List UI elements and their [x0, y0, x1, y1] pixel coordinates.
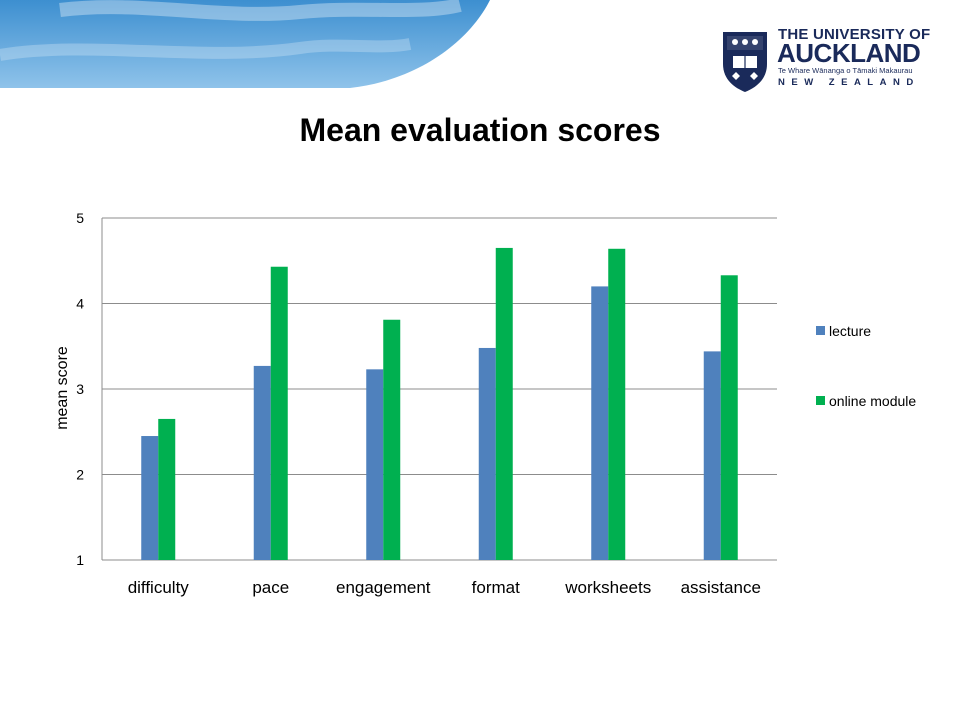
y-tick-label-1: 1 [76, 552, 84, 568]
bar-format-lecture [478, 347, 496, 560]
bar-worksheets-online-module [608, 248, 626, 560]
bar-format-online-module [495, 247, 513, 561]
bars [141, 247, 738, 561]
sky-banner [0, 0, 490, 88]
bar-engagement-lecture [366, 369, 384, 560]
y-tick-label-5: 5 [76, 210, 84, 226]
y-axis-label: mean score [54, 346, 71, 430]
chart-title: Mean evaluation scores [299, 112, 661, 148]
bar-pace-online-module [270, 266, 288, 560]
y-tick-label-3: 3 [76, 381, 84, 397]
grid-lines [101, 217, 777, 561]
y-tick-label-2: 2 [76, 467, 84, 483]
logo-text-line3: Te Whare Wānanga o Tāmaki Makaurau [778, 66, 913, 75]
x-category-labels: difficulty pace engagement format worksheets… [128, 578, 761, 597]
legend: lecture online module [816, 323, 916, 409]
university-logo: THE UNIVERSITY OF AUCKLAND Te Whare Wāna… [720, 22, 930, 92]
y-tick-label-4: 4 [76, 296, 84, 312]
bar-difficulty-lecture [141, 436, 159, 560]
x-category-label-difficulty: difficulty [128, 578, 190, 597]
x-category-label-assistance: assistance [681, 578, 761, 597]
x-category-label-pace: pace [252, 578, 289, 597]
legend-label-online-module: online module [829, 393, 916, 409]
logo-text-line4: NEW ZEALAND [778, 77, 920, 88]
bar-assistance-online-module [720, 275, 738, 560]
legend-swatch-online-module [816, 396, 825, 405]
logo-text-line1: THE UNIVERSITY OF [778, 26, 931, 43]
legend-label-lecture: lecture [829, 323, 871, 339]
y-tick-labels: 1 2 3 4 5 [76, 210, 84, 568]
x-category-label-engagement: engagement [336, 578, 431, 597]
bar-pace-lecture [253, 365, 271, 560]
bar-assistance-lecture [703, 351, 721, 560]
logo-text-line2: AUCKLAND [777, 38, 921, 68]
x-category-label-worksheets: worksheets [564, 578, 651, 597]
crest-icon [723, 32, 767, 92]
legend-swatch-lecture [816, 326, 825, 335]
x-category-label-format: format [472, 578, 520, 597]
bar-difficulty-online-module [158, 418, 176, 560]
bar-engagement-online-module [383, 319, 401, 560]
bar-worksheets-lecture [591, 286, 609, 560]
